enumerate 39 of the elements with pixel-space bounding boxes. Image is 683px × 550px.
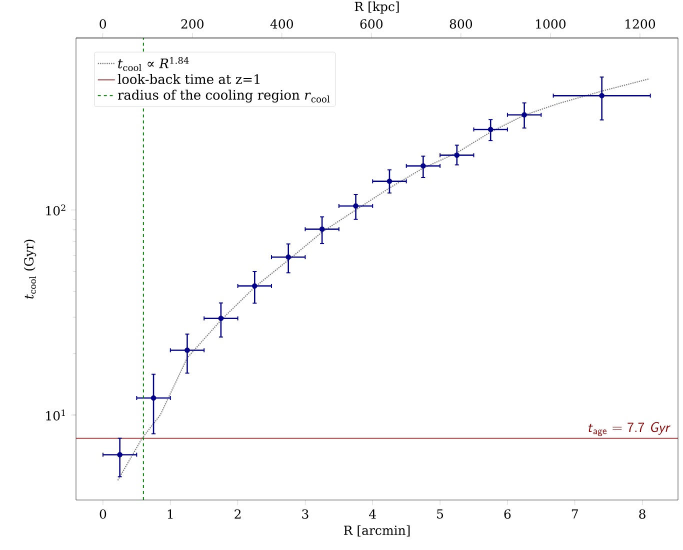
x-tick-label: 6 xyxy=(504,509,511,519)
legend-label: look-back time at z=1 xyxy=(118,74,260,84)
x2-tick-label: 1000 xyxy=(536,19,566,29)
x-tick-label: 7 xyxy=(572,509,578,518)
point xyxy=(522,112,528,118)
point xyxy=(150,395,156,401)
x-tick-label: 5 xyxy=(437,509,444,519)
point xyxy=(386,178,392,184)
point xyxy=(488,126,494,132)
point xyxy=(353,203,358,209)
x2-tick-label: 800 xyxy=(450,19,472,29)
annotation: t$_{age}$ = 7.7 Gyr xyxy=(588,422,670,436)
point xyxy=(599,92,605,98)
x-tick-label: 1 xyxy=(168,509,173,519)
point xyxy=(319,226,325,232)
x2-tick-label: 0 xyxy=(100,19,106,29)
x-tick-label: 3 xyxy=(302,509,308,519)
ref-line-label: radius of the cooling region r$_{cool}$ xyxy=(118,90,330,103)
x2-tick-label: 400 xyxy=(270,19,293,29)
x-tick-label: 0 xyxy=(100,509,106,519)
point xyxy=(218,316,224,322)
y-axis-title: t$_{cool}$ (Gyr) xyxy=(24,240,36,299)
point xyxy=(252,283,258,289)
point xyxy=(286,254,292,260)
point xyxy=(184,348,190,353)
y-tick-label: 10$^{1}$ xyxy=(46,409,65,420)
x-tick-label: 2 xyxy=(234,509,241,519)
x2-tick-label: 1200 xyxy=(626,19,656,29)
x2-axis-title: R [kpc] xyxy=(354,2,399,14)
point xyxy=(420,163,426,169)
x-axis-title: R [arcmin] xyxy=(344,525,410,536)
legend-label: t$_{cool}$ ∝ R$^{1.84}$ xyxy=(118,57,189,72)
y-tick-label: 10$^{2}$ xyxy=(46,204,66,216)
x-tick-label: 8 xyxy=(639,509,646,519)
x2-tick-label: 200 xyxy=(181,19,204,29)
x2-tick-label: 600 xyxy=(360,19,383,29)
point xyxy=(117,452,123,458)
point xyxy=(454,152,460,158)
x-tick-label: 4 xyxy=(369,509,376,519)
